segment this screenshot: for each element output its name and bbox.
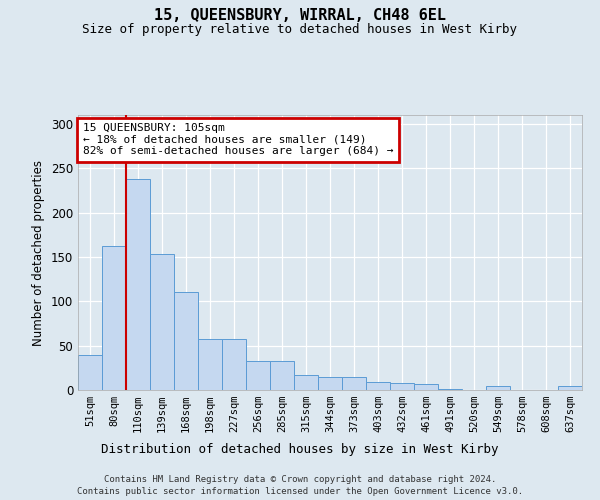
Bar	[126, 179, 150, 390]
Bar	[366, 382, 390, 390]
Text: Size of property relative to detached houses in West Kirby: Size of property relative to detached ho…	[83, 22, 517, 36]
Bar	[246, 360, 270, 390]
Text: Contains HM Land Registry data © Crown copyright and database right 2024.: Contains HM Land Registry data © Crown c…	[104, 475, 496, 484]
Bar	[342, 376, 366, 390]
Bar	[558, 386, 582, 390]
Y-axis label: Number of detached properties: Number of detached properties	[32, 160, 46, 346]
Bar	[102, 246, 126, 390]
Text: 15 QUEENSBURY: 105sqm
← 18% of detached houses are smaller (149)
82% of semi-det: 15 QUEENSBURY: 105sqm ← 18% of detached …	[83, 123, 394, 156]
Bar	[150, 254, 174, 390]
Bar	[390, 383, 414, 390]
Bar	[318, 376, 342, 390]
Bar	[294, 375, 318, 390]
Text: 15, QUEENSBURY, WIRRAL, CH48 6EL: 15, QUEENSBURY, WIRRAL, CH48 6EL	[154, 8, 446, 22]
Bar	[414, 384, 438, 390]
Bar	[486, 386, 510, 390]
Text: Distribution of detached houses by size in West Kirby: Distribution of detached houses by size …	[101, 442, 499, 456]
Bar	[438, 389, 462, 390]
Bar	[198, 340, 222, 390]
Bar	[174, 292, 198, 390]
Text: Contains public sector information licensed under the Open Government Licence v3: Contains public sector information licen…	[77, 488, 523, 496]
Bar	[222, 340, 246, 390]
Bar	[78, 354, 102, 390]
Bar	[270, 360, 294, 390]
